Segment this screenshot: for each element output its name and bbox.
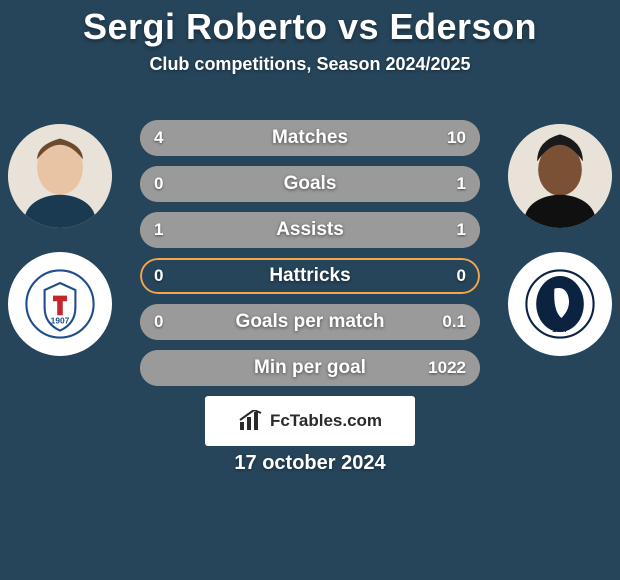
stat-bar-fill-left [140, 212, 310, 248]
player-left-avatar [8, 124, 112, 228]
stat-row: 00Hattricks [140, 258, 480, 294]
stats-bars: 410Matches01Goals11Assists00Hattricks00.… [140, 120, 480, 386]
brand-box: FcTables.com [205, 396, 415, 446]
stat-value-right: 1 [457, 174, 466, 194]
club-left-badge: 1907 [8, 252, 112, 356]
page-title: Sergi Roberto vs Ederson [0, 0, 620, 48]
stat-value-right: 1 [457, 220, 466, 240]
club-right-badge: 1907 [508, 252, 612, 356]
date-line: 17 october 2024 [0, 452, 620, 475]
brand-chart-icon [238, 410, 264, 432]
stat-value-right: 0.1 [442, 312, 466, 332]
subtitle: Club competitions, Season 2024/2025 [0, 54, 620, 75]
stat-row: 01Goals [140, 166, 480, 202]
right-column: 1907 [508, 124, 612, 356]
como-crest-icon: 1907 [25, 269, 95, 339]
player-right-avatar [508, 124, 612, 228]
player-right-face-icon [508, 124, 612, 228]
stat-row: 1022Min per goal [140, 350, 480, 386]
left-column: 1907 [8, 124, 112, 356]
stat-value-right: 10 [447, 128, 466, 148]
stat-bar-fill-right [310, 212, 480, 248]
brand-text: FcTables.com [270, 411, 382, 431]
stat-value-left: 0 [154, 266, 163, 286]
stat-bar-fill-right [140, 166, 480, 202]
atalanta-crest-icon: 1907 [525, 269, 595, 339]
stat-bar-outline [140, 258, 480, 294]
stat-value-left: 0 [154, 312, 163, 332]
stat-value-left: 1 [154, 220, 163, 240]
svg-text:1907: 1907 [552, 327, 568, 334]
player-left-face-icon [8, 124, 112, 228]
stat-row: 410Matches [140, 120, 480, 156]
stat-value-right: 1022 [428, 358, 466, 378]
stat-bar-fill-right [140, 304, 480, 340]
stat-row: 00.1Goals per match [140, 304, 480, 340]
stat-row: 11Assists [140, 212, 480, 248]
stat-value-left: 4 [154, 128, 163, 148]
stat-value-left: 0 [154, 174, 163, 194]
stat-value-right: 0 [457, 266, 466, 286]
svg-text:1907: 1907 [51, 316, 70, 326]
stat-bar-fill-right [239, 120, 480, 156]
